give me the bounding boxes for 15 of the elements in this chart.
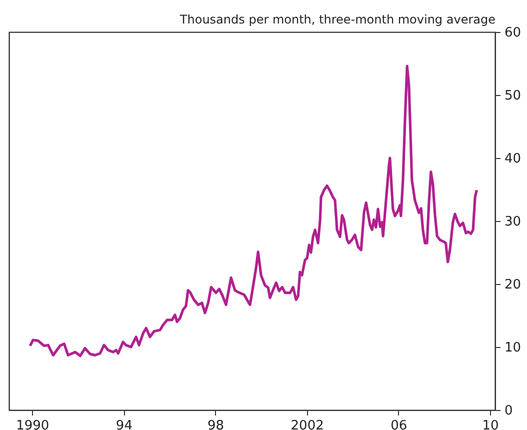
x-tick-label: 1990 xyxy=(16,418,50,430)
x-tick-label: 98 xyxy=(207,418,224,430)
line-series xyxy=(28,64,478,358)
y-axis-title: Thousands per month, three-month moving average xyxy=(178,12,496,26)
y-tick-label: 10 xyxy=(504,340,522,356)
x-tick-label: 94 xyxy=(116,418,132,430)
y-tick-label: 30 xyxy=(504,214,522,230)
y-tick-label: 0 xyxy=(504,404,513,418)
x-tick-label: 2002 xyxy=(290,418,324,430)
y-tick-label: 60 xyxy=(504,26,522,40)
x-tick-label: 06 xyxy=(390,418,408,430)
y-tick-label: 40 xyxy=(504,152,522,166)
x-tick-label: 10 xyxy=(482,418,499,430)
y-tick-label: 50 xyxy=(504,88,522,104)
y-tick-label: 20 xyxy=(504,278,522,292)
